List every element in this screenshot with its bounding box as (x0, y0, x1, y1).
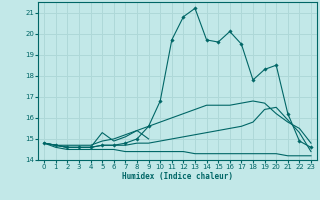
X-axis label: Humidex (Indice chaleur): Humidex (Indice chaleur) (122, 172, 233, 181)
